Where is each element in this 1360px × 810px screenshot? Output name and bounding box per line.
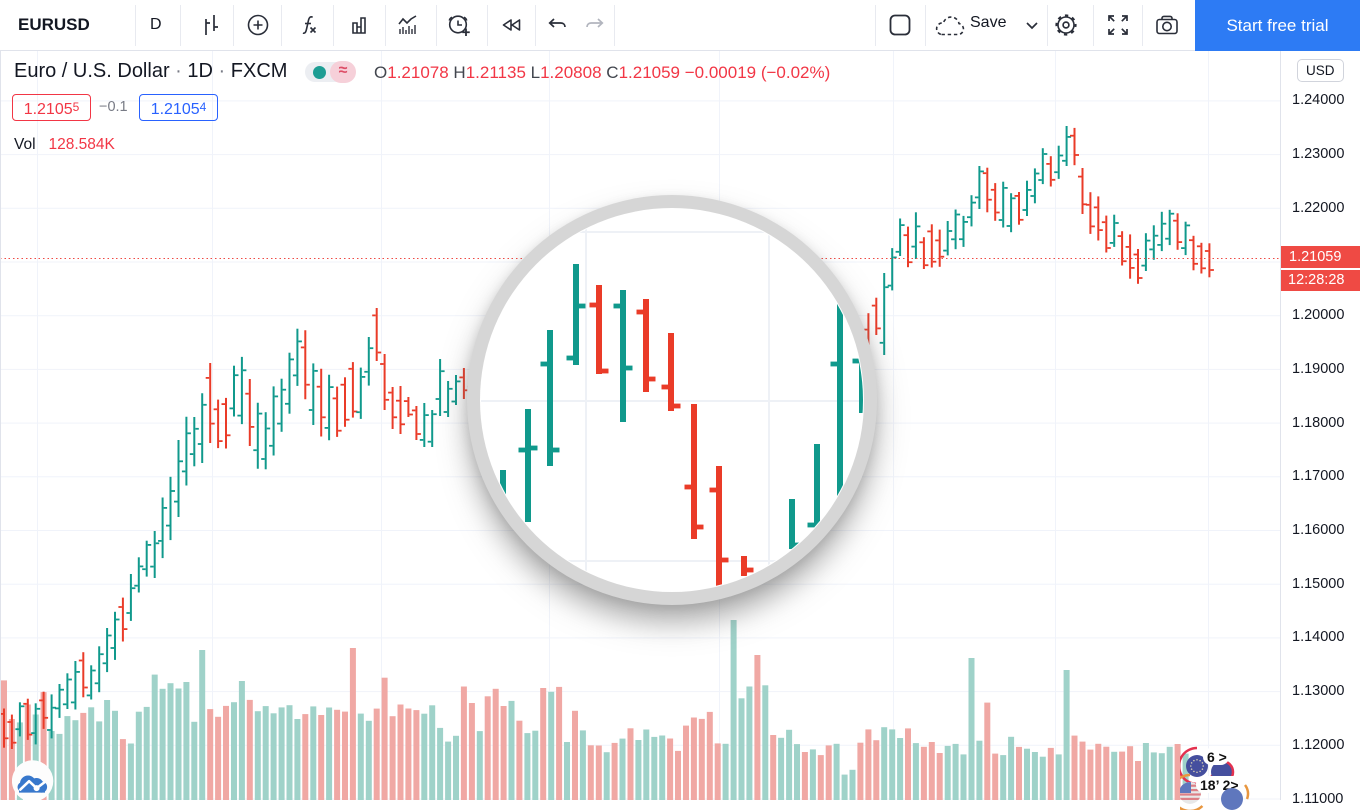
svg-text:6 >: 6 > xyxy=(1207,749,1227,765)
